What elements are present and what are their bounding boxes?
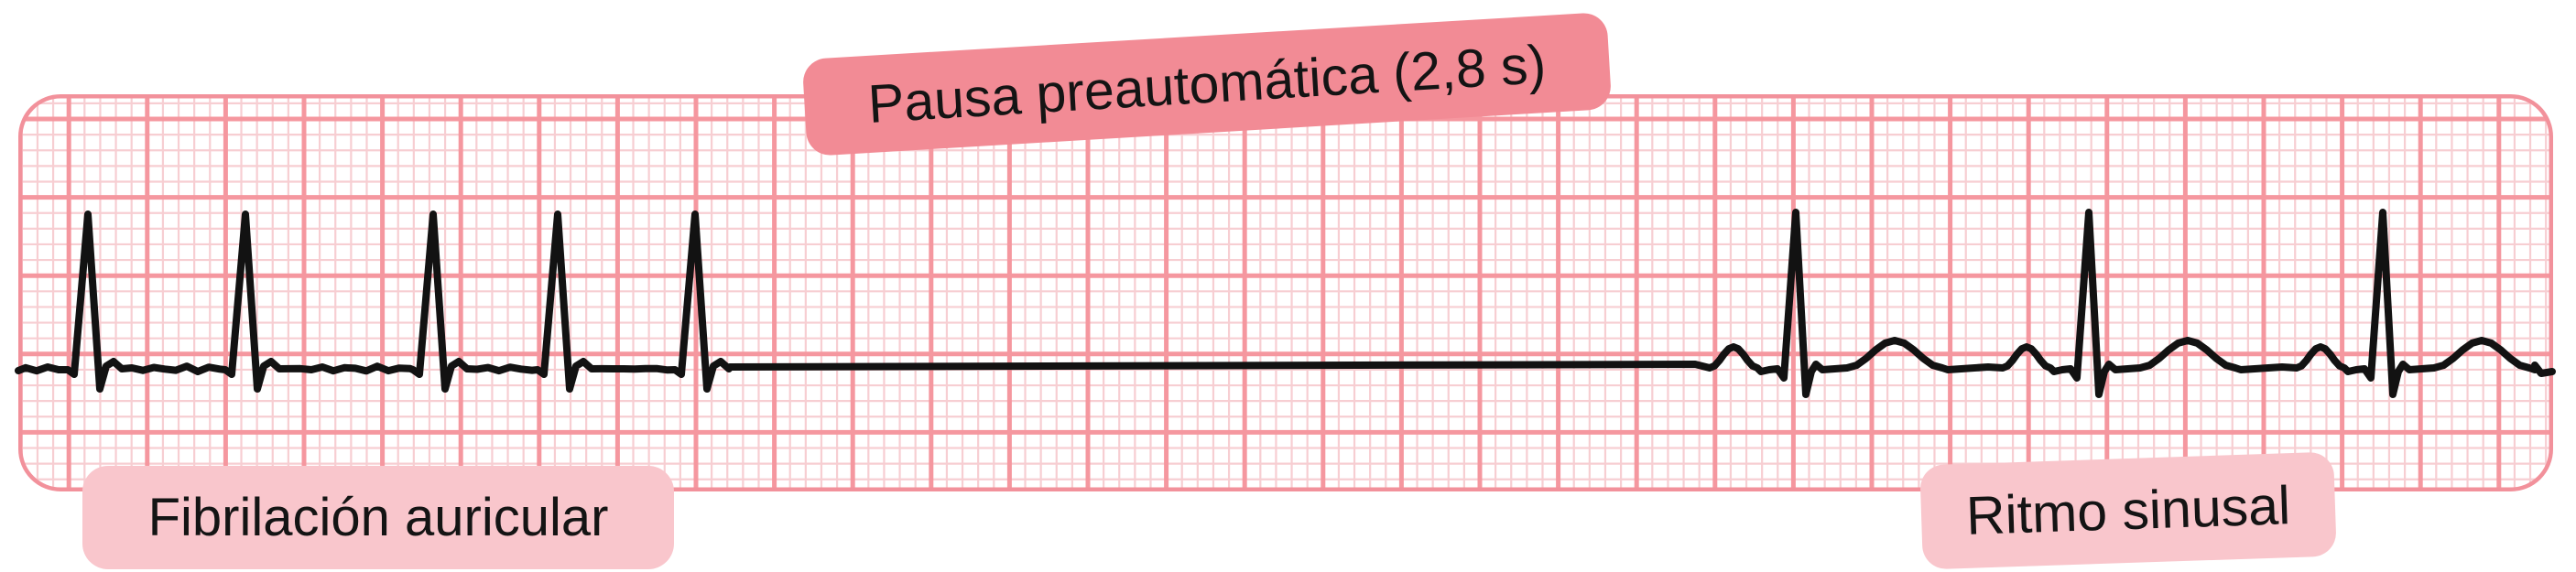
- pause-annotation-text: Pausa preautomática (2,8 s): [866, 33, 1548, 135]
- sinus-rhythm-annotation-badge: Ritmo sinusal: [1919, 451, 2337, 570]
- sinus-rhythm-annotation-text: Ritmo sinusal: [1964, 474, 2292, 546]
- ecg-trace: [15, 209, 2556, 398]
- atrial-fibrillation-annotation-badge: Fibrilación auricular: [82, 466, 674, 569]
- atrial-fibrillation-annotation-text: Fibrilación auricular: [147, 487, 609, 547]
